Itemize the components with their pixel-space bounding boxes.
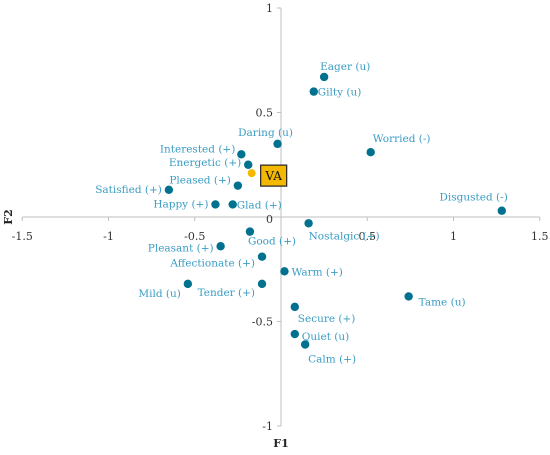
point-label: Nostalgic (+)	[309, 230, 380, 242]
x-tick-label: -1.5	[12, 230, 33, 243]
x-axis-title: F1	[273, 437, 288, 450]
highlight-label: VA	[264, 169, 282, 183]
point-label: Pleasant (+)	[148, 242, 214, 254]
data-point	[257, 279, 267, 289]
y-tick-label: 1	[266, 2, 273, 15]
data-point	[233, 181, 243, 190]
point-label: Satisfied (+)	[95, 184, 162, 196]
x-tick-label: -0.5	[184, 230, 205, 243]
data-point	[290, 302, 299, 312]
point-label: Eager (u)	[320, 61, 370, 73]
point-label: Glad (+)	[237, 199, 282, 211]
point-label: Warm (+)	[291, 266, 342, 278]
data-point	[228, 200, 237, 209]
data-point	[300, 340, 310, 349]
point-label: Interested (+)	[160, 143, 235, 155]
data-point	[244, 160, 253, 169]
point-label: Daring (u)	[238, 127, 293, 139]
point-label: Quiet (u)	[302, 331, 349, 343]
x-tick-label: 0.5	[359, 230, 377, 243]
point-label: Good (+)	[248, 236, 296, 248]
point-label: Happy (+)	[153, 198, 208, 210]
data-point	[183, 279, 193, 289]
point-label: Gilty (u)	[318, 87, 362, 99]
y-tick-label: 0.5	[256, 107, 274, 120]
data-point	[290, 329, 299, 339]
data-point	[164, 185, 174, 195]
data-point	[319, 72, 329, 82]
x-tick-label: 1	[450, 230, 457, 243]
data-point	[366, 148, 375, 157]
data-point	[273, 139, 282, 149]
highlight-point	[247, 169, 256, 178]
y-tick-label: 0	[266, 213, 273, 226]
data-point	[257, 252, 267, 261]
point-label: Secure (+)	[298, 313, 356, 325]
data-point	[497, 206, 506, 215]
data-point	[280, 267, 289, 276]
point-label: Tender (+)	[198, 287, 255, 299]
data-point	[304, 219, 313, 228]
point-label: Worried (-)	[373, 133, 431, 145]
data-point	[245, 227, 255, 236]
point-label: Pleased (+)	[169, 175, 231, 187]
highlight-label-box	[260, 164, 288, 187]
x-tick-label: 1.5	[531, 230, 549, 243]
x-tick-label: -1	[103, 230, 114, 243]
data-point	[211, 200, 220, 209]
point-label: Mild (u)	[138, 288, 180, 300]
data-point	[216, 242, 225, 251]
point-label: Disgusted (-)	[440, 192, 508, 204]
point-labels: Eager (u) Gilty (u) Worried (-) Daring (u)I…	[95, 61, 508, 366]
y-axis-title: F2	[2, 209, 15, 224]
point-label: Tame (u)	[419, 296, 466, 308]
point-label: Calm (+)	[308, 353, 356, 365]
y-tick-label: -1	[262, 420, 273, 433]
point-label: Affectionate (+)	[169, 258, 255, 270]
axes: -1.5 -1 -0.5 0.5 1 1.5 1 0.5 0 -0.5 -1	[12, 2, 549, 433]
point-label: Energetic (+)	[169, 157, 241, 169]
data-point	[309, 87, 318, 96]
highlight-marker: VA	[247, 164, 288, 187]
data-point	[237, 150, 246, 159]
data-points	[164, 72, 506, 349]
data-point	[404, 292, 413, 301]
y-tick-label: -0.5	[252, 316, 273, 329]
